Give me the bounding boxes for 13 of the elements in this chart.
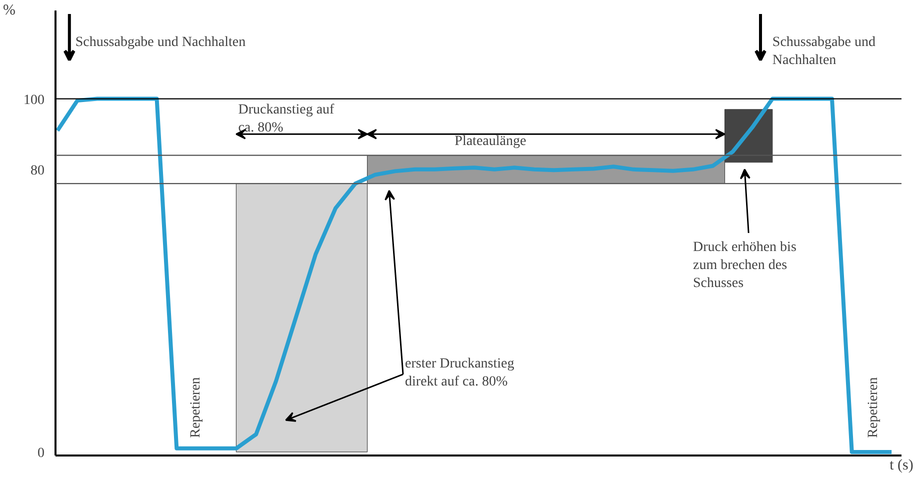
annotation: Repetieren <box>188 377 204 438</box>
x-axis-title: t (s) <box>890 458 914 474</box>
annotation: Plateaulänge <box>454 134 526 150</box>
y-tick-label: 100 <box>24 92 44 108</box>
annotation: Schussabgabe und Nachhalten <box>772 35 876 68</box>
y-tick-label: 0 <box>38 446 44 461</box>
line-series <box>56 96 894 454</box>
annotation: Repetieren <box>866 377 881 438</box>
y-tick-label: 80 <box>30 163 44 178</box>
y-axis-title: % <box>3 2 16 18</box>
annotation: Druck erhöhen bis zum brechen des Schusses <box>692 240 796 292</box>
annotation: Schussabgabe und Nachhalten <box>75 35 246 50</box>
annotation: erster Druckanstieg direkt auf ca. 80% <box>405 356 514 390</box>
